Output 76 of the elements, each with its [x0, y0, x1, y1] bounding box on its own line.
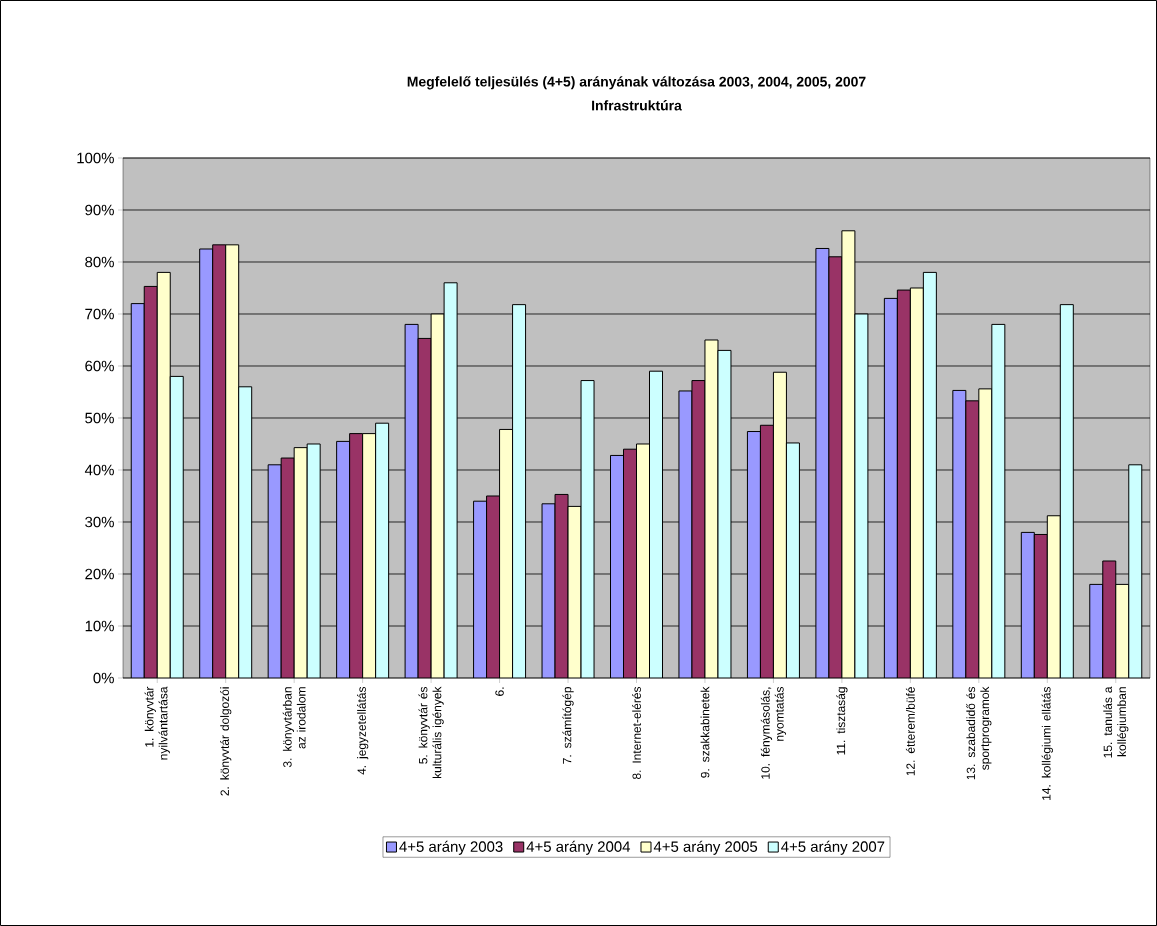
bar: [486, 495, 501, 678]
bar: [225, 244, 240, 678]
bar: [375, 422, 390, 678]
legend-label: 4+5 arány 2004: [526, 840, 631, 855]
bar: [1033, 533, 1048, 678]
bar: [1115, 583, 1130, 678]
y-tick-label: 40%: [84, 464, 114, 476]
y-tick-label: 50%: [85, 412, 114, 424]
bar: [280, 457, 295, 678]
bar: [965, 400, 980, 678]
x-tick-label: 15. tanulás a kollégiumban: [1103, 686, 1129, 758]
x-tick-label: 14. kollégiumi ellátás: [1041, 686, 1053, 800]
x-tick-label: 8. Internet-elérés: [632, 686, 641, 780]
x-tick-label: 13. szabadidő és sportprogramok: [966, 686, 992, 780]
bar: [772, 371, 787, 678]
bar: [922, 271, 937, 678]
bar: [1128, 464, 1143, 678]
bar: [267, 464, 282, 678]
bar: [978, 388, 993, 678]
x-tick-label: 3. könyvtárban az irodalom: [282, 687, 306, 768]
bar: [883, 297, 898, 678]
bar: [349, 433, 364, 678]
bar: [991, 323, 1006, 678]
bar: [199, 248, 214, 678]
bar: [1046, 515, 1061, 678]
bar: [293, 447, 308, 678]
y-tick-label: 80%: [85, 256, 114, 268]
x-tick-label: 5. könyvtár és kulturális igények: [418, 686, 444, 779]
bar: [909, 287, 924, 678]
bar: [785, 442, 800, 678]
bar: [336, 440, 351, 678]
legend-label: 4+5 arány 2007: [781, 840, 885, 855]
x-tick-label: 10. fénymásolás, nyomtatás: [760, 686, 787, 779]
bar: [610, 454, 624, 678]
bar: [1102, 560, 1117, 678]
bar: [649, 370, 663, 678]
y-tick-label: 0%: [93, 672, 114, 684]
bar: [473, 500, 488, 678]
bar: [512, 304, 527, 678]
y-tick-label: 100%: [77, 152, 114, 164]
x-tick-label: 2. könyvtár dolgozói: [220, 687, 232, 796]
bar: [1020, 531, 1035, 678]
bar: [952, 389, 967, 678]
x-tick-label: 4. jegyzetellátás: [357, 686, 369, 775]
x-tick-label: 9. szakkabinetek: [700, 686, 710, 778]
bar: [746, 431, 761, 678]
bar: [759, 424, 774, 678]
bar: [362, 433, 377, 678]
y-tick-label: 70%: [85, 308, 114, 320]
bar: [1089, 583, 1104, 678]
bar: [499, 428, 514, 678]
bar: [636, 443, 650, 678]
y-tick-label: 10%: [85, 620, 114, 632]
bar: [156, 271, 171, 678]
bar: [143, 285, 158, 678]
y-tick-label: 60%: [85, 360, 114, 372]
bar: [169, 375, 184, 678]
y-tick-label: 30%: [85, 516, 114, 528]
x-tick-label: 11. tisztaság: [836, 687, 848, 755]
x-tick-label: 12. étterem/büfé: [905, 687, 915, 776]
legend-label: 4+5 arány 2003: [399, 840, 503, 855]
bar: [130, 303, 145, 678]
bar: [238, 386, 253, 678]
bar: [1059, 304, 1074, 678]
bar: [623, 448, 637, 678]
y-tick-label: 90%: [85, 204, 114, 216]
x-tick-label: 7. számítógép: [562, 687, 574, 764]
chart-title: Megfelelő teljesülés (4+5) arányának változása 2003, 2004, 2005, 2007: [407, 76, 866, 90]
bar: [212, 244, 227, 678]
legend-label: 4+5 arány 2005: [653, 840, 758, 855]
x-tick-label: 6.: [495, 687, 504, 696]
chart-subtitle: Infrastruktúra: [592, 100, 682, 111]
y-tick-label: 20%: [85, 568, 114, 580]
bar: [306, 443, 321, 678]
x-tick-label: 1. könyvtár nyilvántartása: [144, 686, 170, 760]
bar: [896, 289, 911, 678]
